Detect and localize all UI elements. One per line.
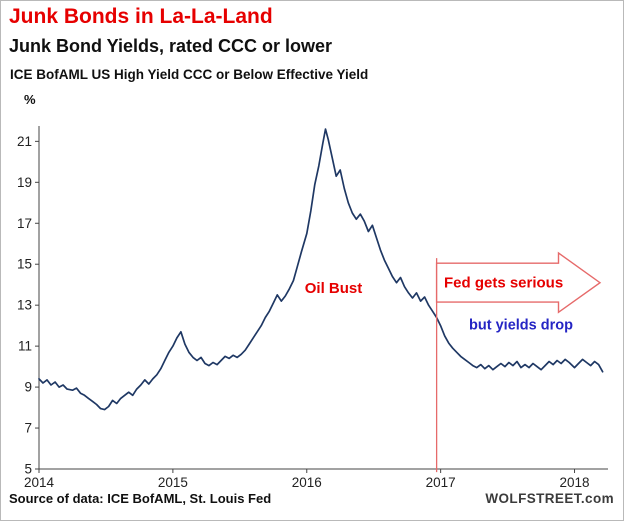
- x-tick-label: 2017: [426, 475, 456, 490]
- x-tick-label: 2014: [24, 475, 55, 490]
- y-tick-label: 19: [17, 175, 32, 190]
- x-tick-label: 2018: [560, 475, 590, 490]
- yield-line: [38, 128, 604, 411]
- fed-arrow: [435, 251, 602, 314]
- annotation-oil-bust: Oil Bust: [305, 280, 363, 297]
- y-tick-label: 7: [24, 421, 32, 436]
- wolfstreet-logo: WOLFSTREET.com: [485, 491, 614, 506]
- annotation-fed-gets-serious: Fed gets serious: [444, 275, 563, 292]
- y-axis-unit-label: %: [24, 92, 36, 107]
- x-tick-label: 2015: [158, 475, 188, 490]
- annotation-but-yields-drop: but yields drop: [469, 318, 573, 334]
- chart-subtitle: Junk Bond Yields, rated CCC or lower: [9, 36, 333, 56]
- y-tick-label: 9: [24, 380, 32, 395]
- y-tick-label: 13: [17, 298, 32, 313]
- source-note: Source of data: ICE BofAML, St. Louis Fe…: [9, 491, 272, 506]
- y-tick-label: 21: [17, 134, 32, 149]
- y-tick-label: 15: [17, 257, 32, 272]
- page-title: Junk Bonds in La-La-Land: [9, 5, 273, 28]
- y-tick-label: 17: [17, 216, 32, 231]
- y-tick-label: 11: [18, 339, 32, 354]
- series-label: ICE BofAML US High Yield CCC or Below Ef…: [10, 67, 369, 82]
- x-tick-label: 2016: [292, 475, 322, 490]
- y-tick-label: 5: [24, 462, 32, 477]
